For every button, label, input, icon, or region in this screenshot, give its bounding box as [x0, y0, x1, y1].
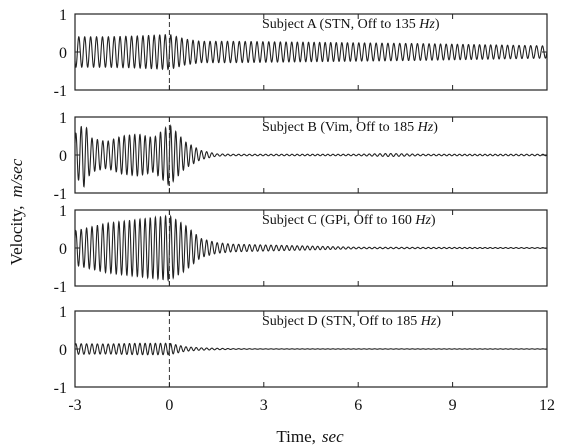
y-tick-label: 1 — [59, 110, 67, 127]
x-axis-label-unit: sec — [322, 427, 344, 446]
y-tick-label: -1 — [54, 380, 67, 397]
panel-subject-c: 1 0 -1 Subject C (GPi, Off to 160 Hz) — [54, 203, 548, 296]
velocity-trace — [74, 124, 548, 188]
y-tick-label: 0 — [59, 45, 67, 62]
panel-title-close: ) — [433, 120, 438, 135]
velocity-trace — [74, 34, 548, 71]
panel-subject-a: 1 0 -1 Subject A (STN, Off to 135 Hz) — [54, 7, 548, 100]
velocity-trace — [74, 342, 548, 356]
panel-title: Subject D (STN, Off to 185 Hz) — [262, 314, 441, 329]
panel-subject-d: 1 0 -1 Subject D (STN, Off to 185 Hz) -3 0 3 6 9… — [54, 304, 555, 414]
y-tick-label: -1 — [54, 186, 67, 203]
panel-title-unit: Hz — [414, 213, 431, 228]
y-axis-label-text: Velocity, — [7, 205, 26, 265]
panel-subject-b: 1 0 -1 Subject B (Vim, Off to 185 Hz) — [54, 110, 548, 203]
x-tick-label: 0 — [165, 397, 173, 414]
panel-title: Subject B (Vim, Off to 185 Hz) — [262, 120, 438, 135]
y-tick-label: -1 — [54, 83, 67, 100]
x-axis-label: Time, sec — [276, 427, 344, 446]
x-tick-label: 9 — [449, 397, 457, 414]
velocity-trace — [74, 214, 548, 283]
panel-title-unit: Hz — [418, 17, 435, 32]
y-tick-label: 1 — [59, 203, 67, 220]
y-tick-label: 0 — [59, 241, 67, 258]
panel-title-close: ) — [431, 213, 436, 228]
y-tick-label: 0 — [59, 342, 67, 359]
panel-title-text: Subject C (GPi, Off to 160 — [262, 213, 415, 228]
panel-title-text: Subject B (Vim, Off to 185 — [262, 120, 418, 135]
y-tick-label: 1 — [59, 7, 67, 24]
y-axis-label: Velocity, m/sec — [7, 158, 26, 265]
x-tick-label: 6 — [354, 397, 362, 414]
y-axis-label-unit: m/sec — [7, 158, 26, 197]
y-tick-label: -1 — [54, 279, 67, 296]
x-tick-label: 3 — [260, 397, 268, 414]
x-axis-label-text: Time, — [276, 427, 316, 446]
x-tick-label: 12 — [539, 397, 555, 414]
panel-title: Subject C (GPi, Off to 160 Hz) — [262, 213, 436, 228]
panel-title: Subject A (STN, Off to 135 Hz) — [262, 17, 440, 32]
y-tick-label: 0 — [59, 148, 67, 165]
panel-title-text: Subject D (STN, Off to 185 — [262, 314, 421, 329]
panel-title-close: ) — [436, 314, 441, 329]
panel-title-unit: Hz — [417, 120, 434, 135]
panel-title-text: Subject A (STN, Off to 135 — [262, 17, 419, 32]
panel-title-unit: Hz — [420, 314, 437, 329]
x-tick-label: -3 — [68, 397, 81, 414]
panel-title-close: ) — [435, 17, 440, 32]
y-tick-label: 1 — [59, 304, 67, 321]
